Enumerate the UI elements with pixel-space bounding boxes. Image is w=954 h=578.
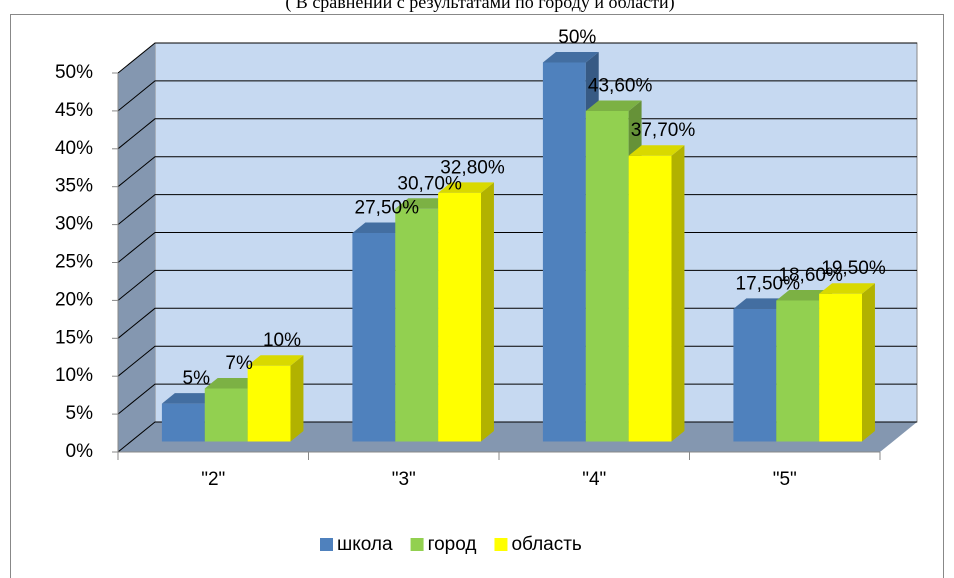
bar-side (671, 145, 685, 442)
data-label: 43,60% (588, 76, 653, 97)
bar-front (585, 111, 629, 442)
bar-top (819, 283, 875, 294)
bar-front (733, 308, 777, 442)
bar-front (395, 208, 439, 442)
y-tick-label: 45% (55, 100, 93, 121)
bar-side (861, 283, 875, 442)
data-label: 32,80% (440, 157, 505, 178)
floor (118, 422, 917, 452)
y-tick-label: 10% (55, 365, 93, 386)
bar-side (290, 355, 304, 442)
data-label: 7% (225, 353, 253, 374)
y-tick-label: 25% (55, 252, 93, 273)
bar-top (776, 290, 833, 301)
x-tick-label: "4" (582, 469, 606, 490)
bar-front (161, 403, 205, 442)
bar (438, 182, 494, 442)
y-tick-label: 50% (55, 62, 93, 83)
x-tick-label: "5" (773, 469, 797, 490)
bar (628, 145, 685, 442)
y-tick-label: 40% (55, 138, 93, 159)
bar-side (480, 182, 494, 442)
bar-top (585, 100, 642, 112)
legend-label: область (511, 534, 581, 555)
grid-line (117, 118, 917, 150)
x-tick-label: "3" (392, 469, 416, 490)
x-tick-label: "2" (201, 469, 225, 490)
data-label: 5% (183, 368, 211, 389)
legend-swatch (494, 538, 508, 551)
y-tick-label: 0% (66, 441, 94, 462)
legend-swatch (410, 538, 424, 551)
bar-top (161, 393, 218, 404)
data-label: 10% (263, 330, 301, 351)
bar-top (204, 377, 261, 389)
data-label: 37,70% (631, 120, 696, 141)
data-label: 27,50% (355, 198, 420, 219)
legend-swatch (320, 538, 333, 551)
grid-line (117, 42, 917, 74)
bar-front (776, 300, 820, 442)
bar-front (438, 192, 481, 442)
bar-front (204, 388, 248, 442)
bar-top (628, 145, 685, 156)
bar-top (352, 222, 409, 234)
data-label: 19,50% (821, 258, 886, 279)
data-label: 30,70% (397, 173, 462, 194)
bar-top (438, 182, 494, 193)
y-tick-label: 15% (55, 327, 93, 348)
chart-title: ( В сравнении с результатами по городу и… (285, 0, 674, 13)
y-tick-label: 35% (55, 176, 93, 197)
bar-front (542, 62, 586, 442)
bar-top (542, 52, 599, 63)
bar-front (628, 155, 672, 442)
bar-top (733, 298, 790, 309)
bar (819, 283, 875, 442)
data-label: 50% (558, 27, 596, 48)
y-tick-label: 5% (66, 403, 94, 424)
y-tick-label: 20% (55, 289, 93, 310)
legend-label: школа (337, 534, 393, 555)
legend-label: город (428, 534, 477, 555)
bar-top (395, 198, 452, 209)
grid-line (117, 80, 917, 112)
bar-front (819, 293, 862, 442)
data-label: 18,60% (778, 265, 843, 286)
bar (247, 355, 304, 442)
data-label: 17,50% (736, 273, 801, 294)
bar-top (247, 355, 304, 366)
bar-front (247, 365, 291, 442)
bar-front (352, 233, 396, 442)
y-tick-label: 30% (55, 214, 93, 235)
